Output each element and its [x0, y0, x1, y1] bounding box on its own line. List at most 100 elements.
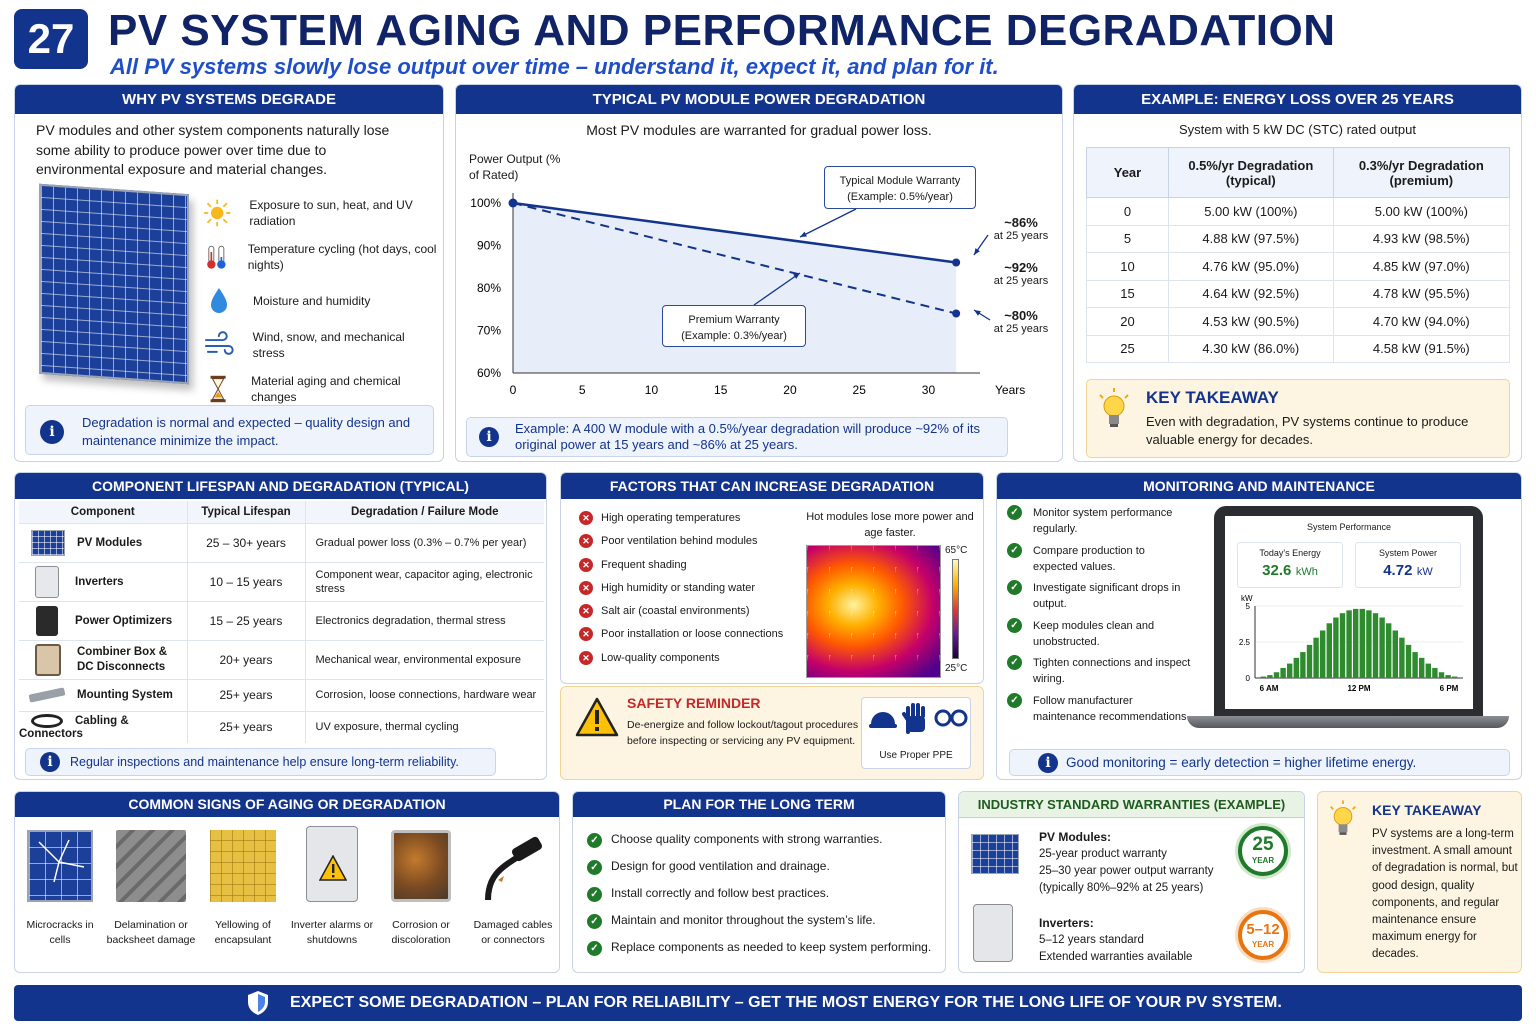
- table-cell: 4.53 kW (90.5%): [1168, 307, 1334, 336]
- performance-bar-chart: kW5 2.5 0 6 AM 12 PM 6 PM: [1239, 594, 1463, 693]
- x-icon: ✕: [579, 604, 593, 619]
- table-row: Power Optimizers 15 – 25 years Electroni…: [19, 601, 544, 640]
- cause-text: Exposure to sun, heat, and UV radiation: [249, 198, 413, 228]
- production-bar: [1300, 652, 1306, 678]
- system-power-label: System Power: [1378, 548, 1438, 558]
- safety-title: SAFETY REMINDER: [627, 695, 761, 711]
- water-drop-icon: [211, 288, 227, 313]
- production-bar: [1379, 617, 1385, 678]
- sign-label: Damaged cables or connectors: [473, 919, 553, 946]
- hourglass-icon: [210, 375, 226, 403]
- production-bar: [1438, 672, 1445, 678]
- monitoring-list: ✓ Monitor system performance regularly. ✓…: [1007, 505, 1192, 745]
- x-icon: ✕: [579, 580, 593, 595]
- production-bar: [1419, 657, 1425, 678]
- table-cell: Inverters: [19, 562, 188, 601]
- x-axis-label: Years: [995, 383, 1025, 397]
- table-cell: PV Modules: [19, 523, 188, 562]
- combiner-box-icon: [35, 643, 61, 676]
- factor-text: Poor installation or loose connections: [601, 628, 784, 641]
- table-row: 5 4.88 kW (97.5%) 4.93 kW (98.5%): [1086, 224, 1511, 253]
- cause-item: Exposure to sun, heat, and UV radiation: [203, 191, 438, 235]
- component-lifespan-panel: COMPONENT LIFESPAN AND DEGRADATION (TYPI…: [14, 472, 547, 780]
- production-bar: [1445, 675, 1451, 678]
- y-tick-label: 100%: [470, 196, 501, 210]
- table-cell: Mounting System: [19, 679, 188, 711]
- monitoring-item-text: Compare production to expected values.: [1033, 544, 1145, 573]
- cause-text: Moisture and humidity: [253, 294, 371, 308]
- x-tick-label: 6 AM: [1260, 684, 1279, 693]
- plan-item: ✓ Design for good ventilation and drainag…: [587, 859, 942, 886]
- component-name: PV Modules: [77, 536, 143, 549]
- degradation-note: i Example: A 400 W module with a 0.5%/ye…: [466, 417, 1008, 457]
- table-cell: Mechanical wear, environmental exposure: [315, 653, 521, 666]
- x-tick-label: 30: [922, 383, 936, 397]
- table-header-cell: Degradation / Failure Mode: [350, 505, 499, 518]
- plan-list: ✓ Choose quality components with strong w…: [587, 832, 942, 967]
- table-cell: 4.70 kW (94.0%): [1332, 307, 1511, 336]
- table-cell: 0: [1086, 197, 1169, 226]
- check-icon: ✓: [1007, 617, 1022, 633]
- laptop-screen: System Performance Today's Energy 32.6 k…: [1225, 516, 1473, 709]
- check-icon: ✓: [1007, 692, 1022, 708]
- table-cell: 5: [1086, 224, 1169, 253]
- table-row: 0 5.00 kW (100%) 5.00 kW (100%): [1086, 197, 1511, 226]
- plan-item: ✓ Maintain and monitor throughout the sys…: [587, 913, 942, 940]
- end-label-sub: at 25 years: [993, 230, 1049, 242]
- x-icon: ✕: [579, 534, 593, 549]
- factor-text: Salt air (coastal environments): [601, 605, 750, 618]
- typical-warranty-callout: Typical Module Warranty (Example: 0.5%/y…: [824, 166, 976, 209]
- production-bar: [1432, 667, 1438, 678]
- start-point: [508, 198, 518, 208]
- plan-item: ✓ Choose quality components with strong w…: [587, 832, 942, 859]
- check-icon: ✓: [1007, 542, 1022, 558]
- production-bar: [1412, 652, 1418, 678]
- cause-text: Material aging and chemical changes: [251, 374, 401, 404]
- sign-item: Corrosion or discoloration: [379, 830, 463, 948]
- premium-callout-arrow: [753, 272, 801, 306]
- y-tick-label: 80%: [477, 281, 501, 295]
- long-term-takeaway-text: PV systems are a long-term investment. A…: [1372, 828, 1518, 961]
- factor-item: ✕ Poor ventilation behind modules: [579, 534, 799, 557]
- plan-item-text: Install correctly and follow best practi…: [611, 886, 830, 900]
- factor-item: ✕ High humidity or standing water: [579, 580, 799, 604]
- production-bar: [1386, 623, 1392, 678]
- temp-high-label: 65°C: [945, 545, 968, 556]
- thermal-image: [806, 545, 941, 678]
- laptop-base: [1187, 716, 1509, 728]
- check-icon: ✓: [1007, 580, 1022, 595]
- inverter-warranty-image: [973, 904, 1013, 962]
- x-icon: ✕: [579, 627, 593, 642]
- check-icon: ✓: [587, 887, 602, 902]
- sign-item: Damaged cables or connectors: [469, 830, 557, 948]
- module-warranty-line: (typically 80%–92% at 25 years): [1039, 882, 1204, 894]
- glove-icon: [902, 703, 925, 734]
- plan-item-text: Replace components as needed to keep sys…: [611, 940, 932, 954]
- x-tick-label: 10: [645, 383, 659, 397]
- x-tick-label: 6 PM: [1440, 684, 1459, 693]
- why-degrade-intro: PV modules and other system components n…: [36, 122, 390, 177]
- factors-panel: FACTORS THAT CAN INCREASE DEGRADATION ✕ H…: [560, 472, 984, 684]
- inverter-warranty-line: 5–12 years standard: [1039, 934, 1144, 946]
- plan-item-text: Choose quality components with strong wa…: [611, 832, 883, 846]
- factor-list: ✕ High operating temperatures ✕ Poor venti…: [579, 511, 799, 674]
- plan-panel: PLAN FOR THE LONG TERM ✓ Choose quality c…: [572, 791, 946, 973]
- factor-text: Low-quality components: [601, 651, 720, 664]
- component-name: Inverters: [75, 575, 124, 588]
- sun-icon: [203, 199, 231, 227]
- production-bar: [1405, 644, 1412, 678]
- component-note-text: Regular inspections and maintenance help…: [70, 755, 459, 769]
- end-label-typical: ~86% at 25 years: [990, 215, 1052, 242]
- table-cell: Power Optimizers: [19, 601, 188, 640]
- table-cell: 25 – 30+ years: [187, 523, 306, 562]
- ppe-label: Use Proper PPE: [879, 750, 953, 761]
- check-icon: ✓: [587, 833, 602, 848]
- sign-label: Delamination or backsheet damage: [106, 919, 196, 946]
- info-icon: i: [40, 420, 64, 444]
- safety-text: De-energize and follow lockout/tagout pr…: [627, 719, 859, 747]
- table-cell: Cabling & Connectors: [19, 711, 188, 743]
- production-bar: [1293, 657, 1299, 678]
- monitoring-panel: MONITORING AND MAINTENANCE ✓ Monitor syst…: [996, 472, 1522, 780]
- component-lifespan-table: Component Typical Lifespan Degradation /…: [19, 501, 544, 743]
- factor-text: High operating temperatures: [601, 512, 741, 524]
